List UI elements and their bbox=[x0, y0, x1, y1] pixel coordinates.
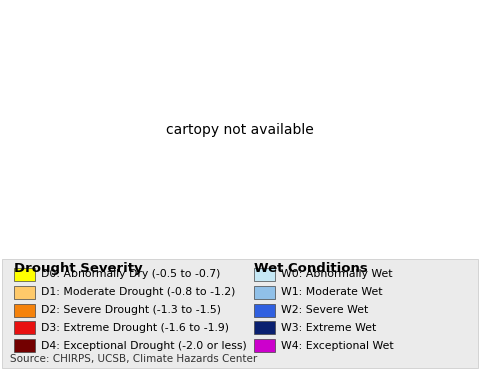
FancyBboxPatch shape bbox=[254, 286, 275, 299]
FancyBboxPatch shape bbox=[254, 268, 275, 281]
FancyBboxPatch shape bbox=[2, 259, 478, 368]
FancyBboxPatch shape bbox=[254, 322, 275, 334]
Text: D0: Abnormally Dry (-0.5 to -0.7): D0: Abnormally Dry (-0.5 to -0.7) bbox=[41, 269, 220, 279]
Text: W2: Severe Wet: W2: Severe Wet bbox=[281, 305, 368, 315]
Text: W1: Moderate Wet: W1: Moderate Wet bbox=[281, 287, 382, 297]
FancyBboxPatch shape bbox=[14, 339, 35, 352]
FancyBboxPatch shape bbox=[14, 303, 35, 316]
FancyBboxPatch shape bbox=[254, 303, 275, 316]
Text: Drought Severity: Drought Severity bbox=[14, 262, 143, 275]
Text: D3: Extreme Drought (-1.6 to -1.9): D3: Extreme Drought (-1.6 to -1.9) bbox=[41, 323, 229, 333]
FancyBboxPatch shape bbox=[14, 322, 35, 334]
Text: D4: Exceptional Drought (-2.0 or less): D4: Exceptional Drought (-2.0 or less) bbox=[41, 341, 247, 351]
Text: cartopy not available: cartopy not available bbox=[166, 124, 314, 137]
Text: W0: Abnormally Wet: W0: Abnormally Wet bbox=[281, 269, 392, 279]
Text: Source: CHIRPS, UCSB, Climate Hazards Center: Source: CHIRPS, UCSB, Climate Hazards Ce… bbox=[10, 354, 257, 364]
FancyBboxPatch shape bbox=[254, 339, 275, 352]
FancyBboxPatch shape bbox=[14, 286, 35, 299]
Text: Wet Conditions: Wet Conditions bbox=[254, 262, 368, 275]
Text: W4: Exceptional Wet: W4: Exceptional Wet bbox=[281, 341, 394, 351]
FancyBboxPatch shape bbox=[14, 268, 35, 281]
Text: W3: Extreme Wet: W3: Extreme Wet bbox=[281, 323, 376, 333]
Text: D2: Severe Drought (-1.3 to -1.5): D2: Severe Drought (-1.3 to -1.5) bbox=[41, 305, 221, 315]
Text: D1: Moderate Drought (-0.8 to -1.2): D1: Moderate Drought (-0.8 to -1.2) bbox=[41, 287, 235, 297]
